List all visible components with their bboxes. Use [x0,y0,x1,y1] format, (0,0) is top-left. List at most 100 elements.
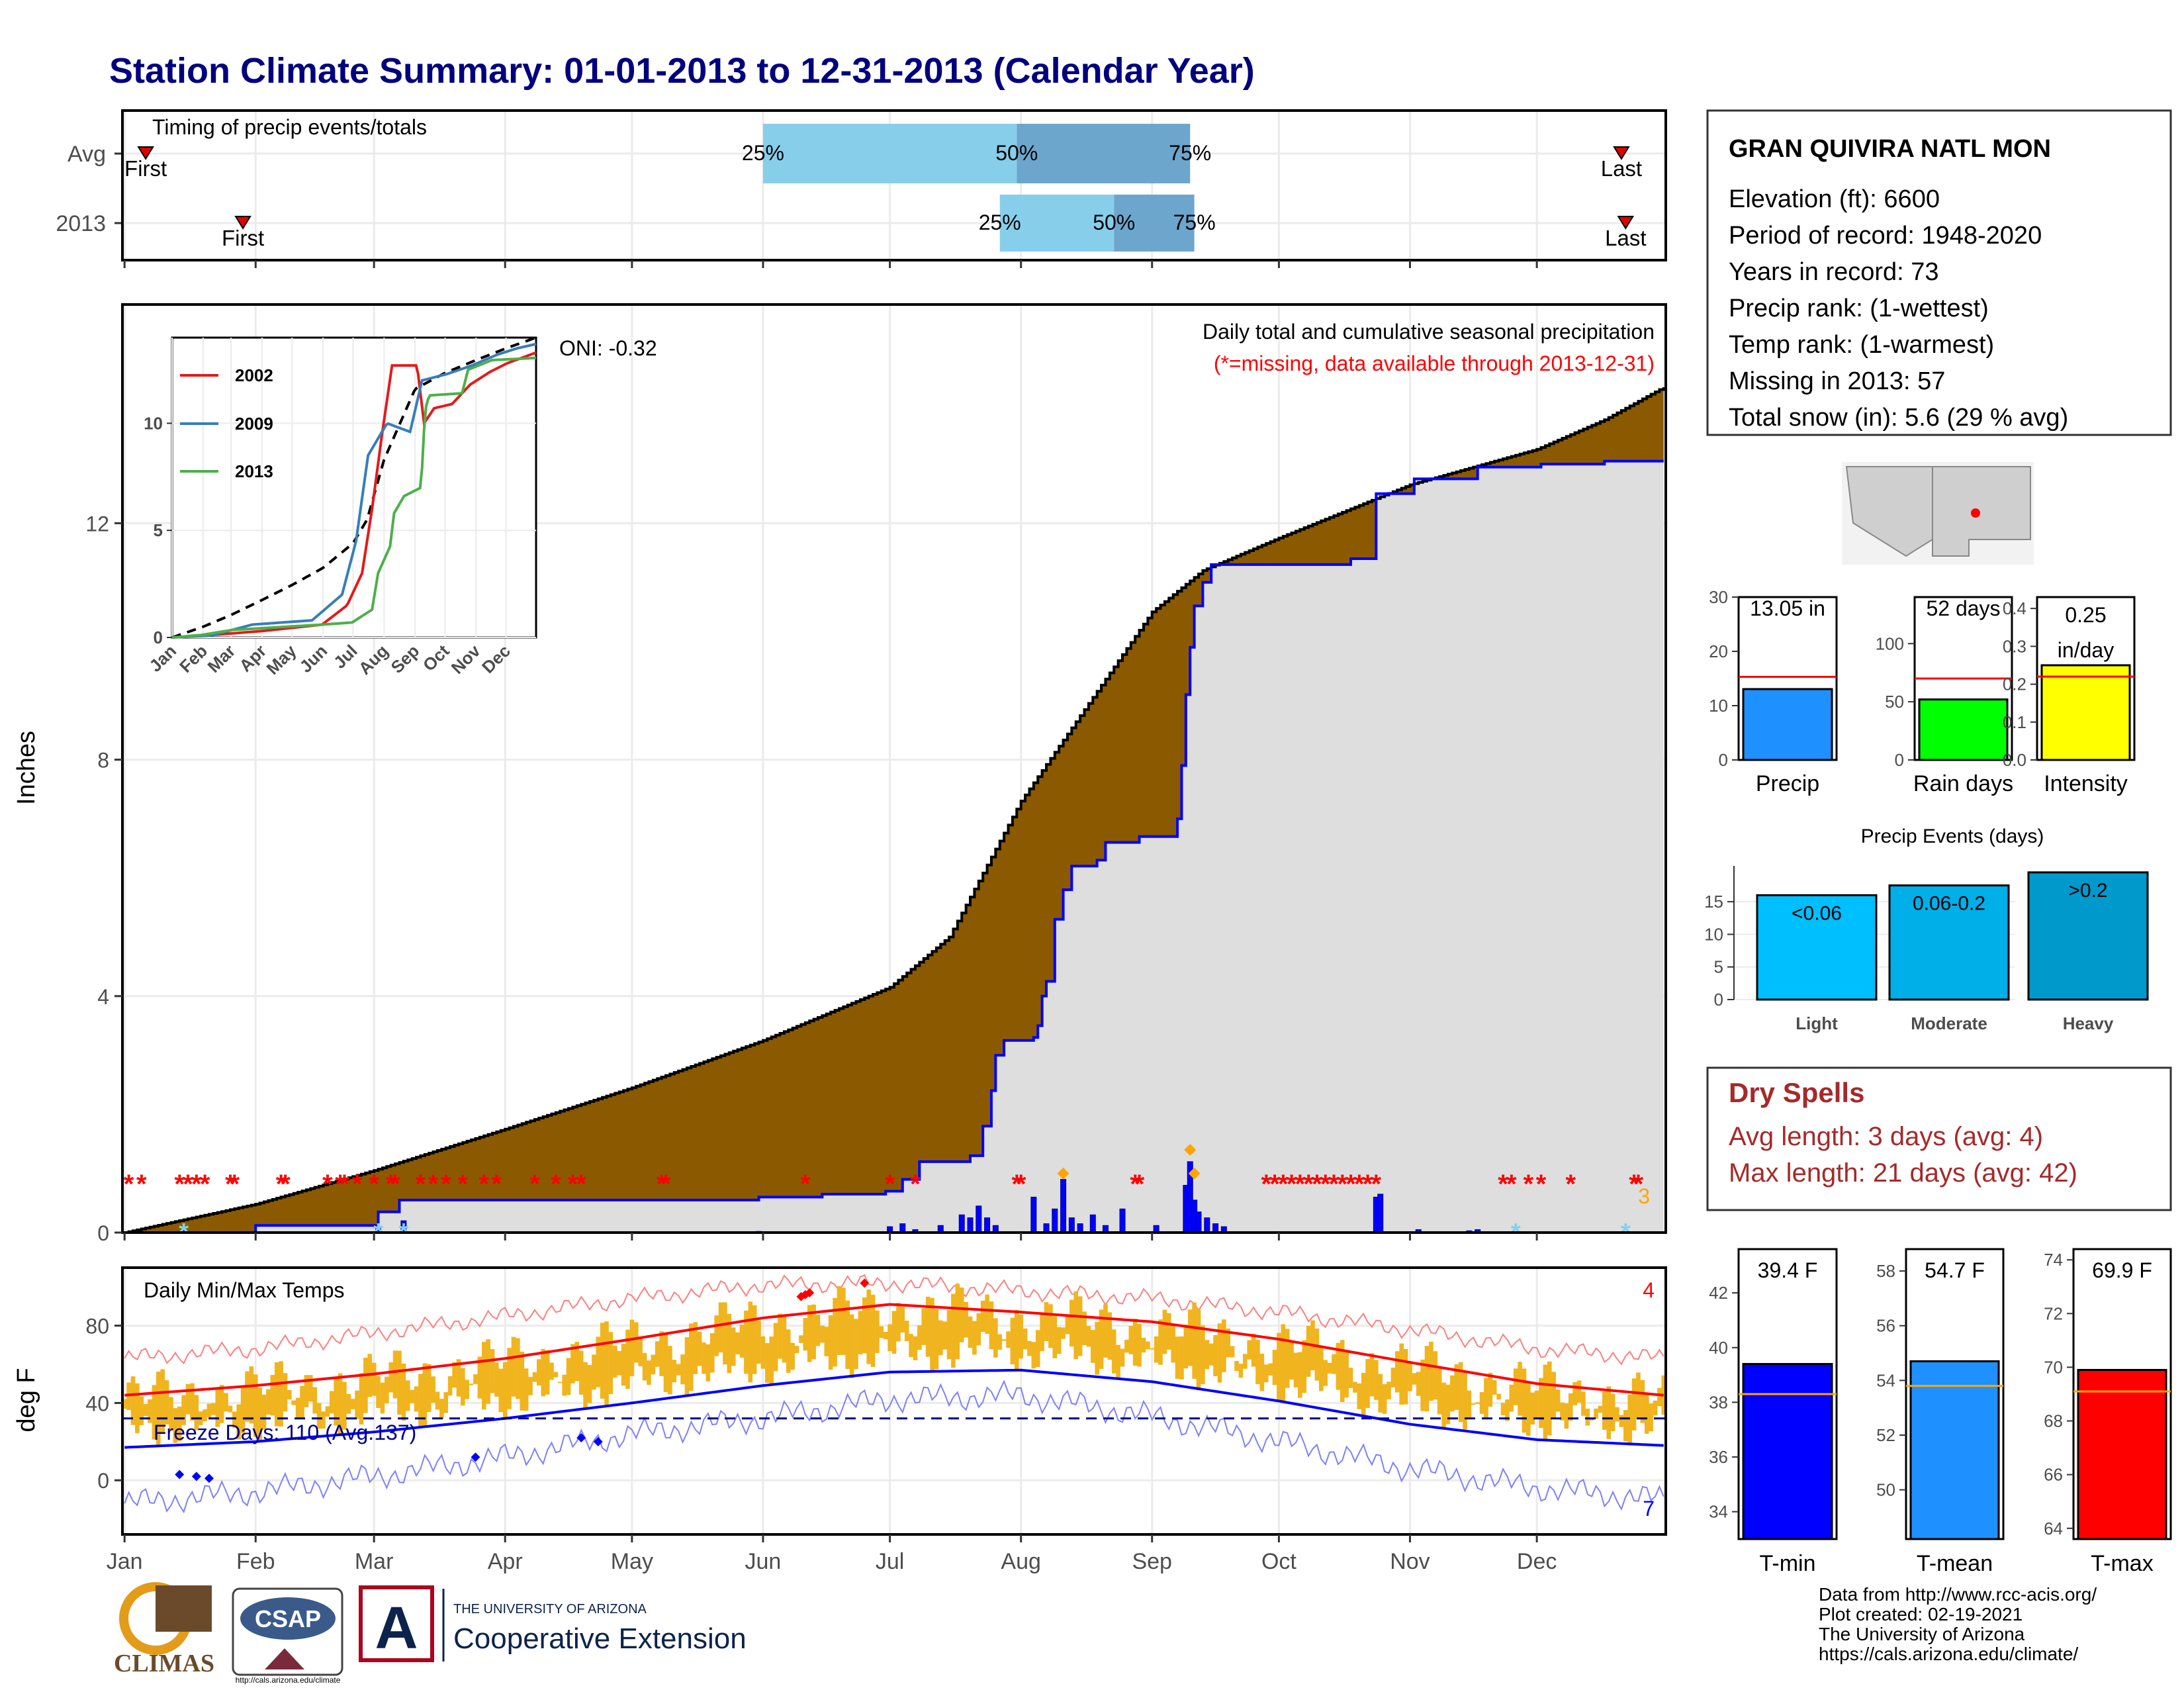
daily-temp-bar [1416,1372,1421,1396]
temp-bar-ytick-label: 36 [1709,1447,1728,1467]
summary-ytick-label: 50 [1885,692,1904,712]
daily-temp-bar [346,1393,351,1414]
record-high-marker [860,1278,870,1288]
missing-day-star: * [1371,1170,1382,1199]
precip-panel-title: Daily total and cumulative seasonal prec… [1203,320,1655,344]
daily-temp-bar [1518,1362,1522,1416]
ua-logo-frame [359,1585,434,1662]
summary-ytick-label: 20 [1709,641,1728,661]
daily-temp-bar [355,1390,359,1419]
missing-day-star: * [1303,1170,1314,1199]
month-label: Jun [745,1549,782,1574]
daily-temp-bar [1116,1344,1120,1379]
daily-temp-bar [1382,1383,1387,1414]
events-ytick-label: 0 [1714,990,1723,1009]
month-label: Jul [876,1549,904,1574]
daily-temp-bar [592,1354,596,1390]
daily-precip-bar [1068,1217,1075,1233]
daily-temp-bar [1458,1362,1463,1423]
temp-bar-ytick-label: 38 [1709,1392,1728,1412]
daily-temp-bar [1445,1384,1451,1425]
daily-temp-bar [803,1317,808,1351]
ua-logo-letter: A [375,1595,418,1662]
summary-value-unit: in/day [2058,638,2114,662]
daily-temp-bar [1086,1326,1091,1347]
daily-temp-bar [1006,1331,1011,1348]
temp-bar-ytick-label: 42 [1709,1283,1728,1303]
daily-temp-bar [1205,1340,1210,1370]
daily-temp-bar [173,1408,178,1443]
daily-temp-bar [1314,1329,1320,1381]
month-label: Dec [1517,1549,1557,1574]
temp-bar-xlabel: T-max [2091,1551,2153,1576]
daily-temp-bar [1171,1325,1175,1363]
events-ytick-label: 15 [1704,892,1723,912]
dry-spells-avg: Avg length: 3 days (avg: 4) [1729,1122,2043,1151]
daily-temp-bar [325,1406,330,1417]
daily-temp-bar [1369,1353,1375,1397]
daily-temp-bar [1272,1350,1277,1385]
summary-ytick-label: 0.2 [2003,675,2026,694]
record-low-marker [576,1432,586,1442]
month-label: Sep [1132,1549,1172,1574]
daily-temp-bar [659,1331,664,1376]
daily-temp-bar [955,1284,960,1360]
daily-temp-bar [613,1345,617,1378]
daily-temp-bar [363,1358,368,1413]
daily-temp-bar [456,1359,461,1397]
daily-temp-bar [1606,1386,1612,1439]
temp-value-label: 39.4 F [1758,1258,1818,1282]
daily-temp-bar [693,1322,698,1374]
daily-temp-bar [1467,1390,1472,1419]
daily-temp-bar [537,1359,541,1385]
station-info-box: GRAN QUIVIRA NATL MON Elevation (ft): 660… [1706,109,2172,436]
daily-temp-bar [1259,1353,1265,1391]
inset-series-line [171,356,537,639]
daily-precip-bar [958,1214,965,1233]
daily-temp-bar [976,1313,981,1346]
daily-temp-bar [968,1316,973,1348]
csap-logo-text: CSAP [255,1605,321,1632]
event-bar [2027,871,2149,1001]
timing-bar-50-75 [1017,124,1191,183]
daily-temp-bar [1463,1372,1467,1430]
daily-temp-bar [1318,1345,1324,1391]
daily-temp-bar [799,1335,803,1343]
daily-temp-bar [1268,1363,1273,1376]
daily-temp-bar [1306,1325,1311,1377]
missing-day-star: * [386,1170,396,1199]
daily-temp-bar [181,1395,186,1425]
daily-precip-bar [967,1217,974,1233]
daily-temp-bar [1513,1368,1518,1405]
csap-cloud [240,1597,336,1640]
timing-pct-label: 25% [742,141,784,165]
daily-temp-bar [883,1332,888,1340]
daily-temp-bar [215,1389,220,1427]
daily-temp-bar [583,1362,588,1408]
daily-temp-bar [232,1411,237,1429]
daily-temp-bar [541,1348,546,1397]
missing-day-star: * [1354,1170,1365,1199]
csap-mountain [265,1648,304,1669]
record-high-marker [805,1288,815,1297]
daily-temp-bar [1420,1359,1425,1411]
daily-temp-bar [1594,1408,1598,1419]
daily-temp-bar [739,1325,745,1358]
daily-temp-bar [938,1320,943,1356]
daily-temp-bar [122,1399,127,1409]
daily-temp-bar [156,1372,161,1445]
daily-temp-bar [824,1327,829,1356]
daily-temp-bar [760,1336,766,1369]
daily-temp-bar [638,1336,643,1366]
last-label: Last [1601,156,1642,181]
missing-day-star: * [1363,1170,1373,1199]
record-low-line [124,1380,1664,1514]
missing-day-star: * [191,1170,202,1199]
daily-temp-bar [481,1342,486,1410]
missing-day-star: * [183,1170,193,1199]
credits-text: Data from http://www.rcc-acis.org/Plot c… [1819,1584,2097,1664]
daily-temp-bar [849,1314,854,1378]
daily-temp-bar [308,1375,313,1402]
daily-temp-bar [185,1383,191,1415]
